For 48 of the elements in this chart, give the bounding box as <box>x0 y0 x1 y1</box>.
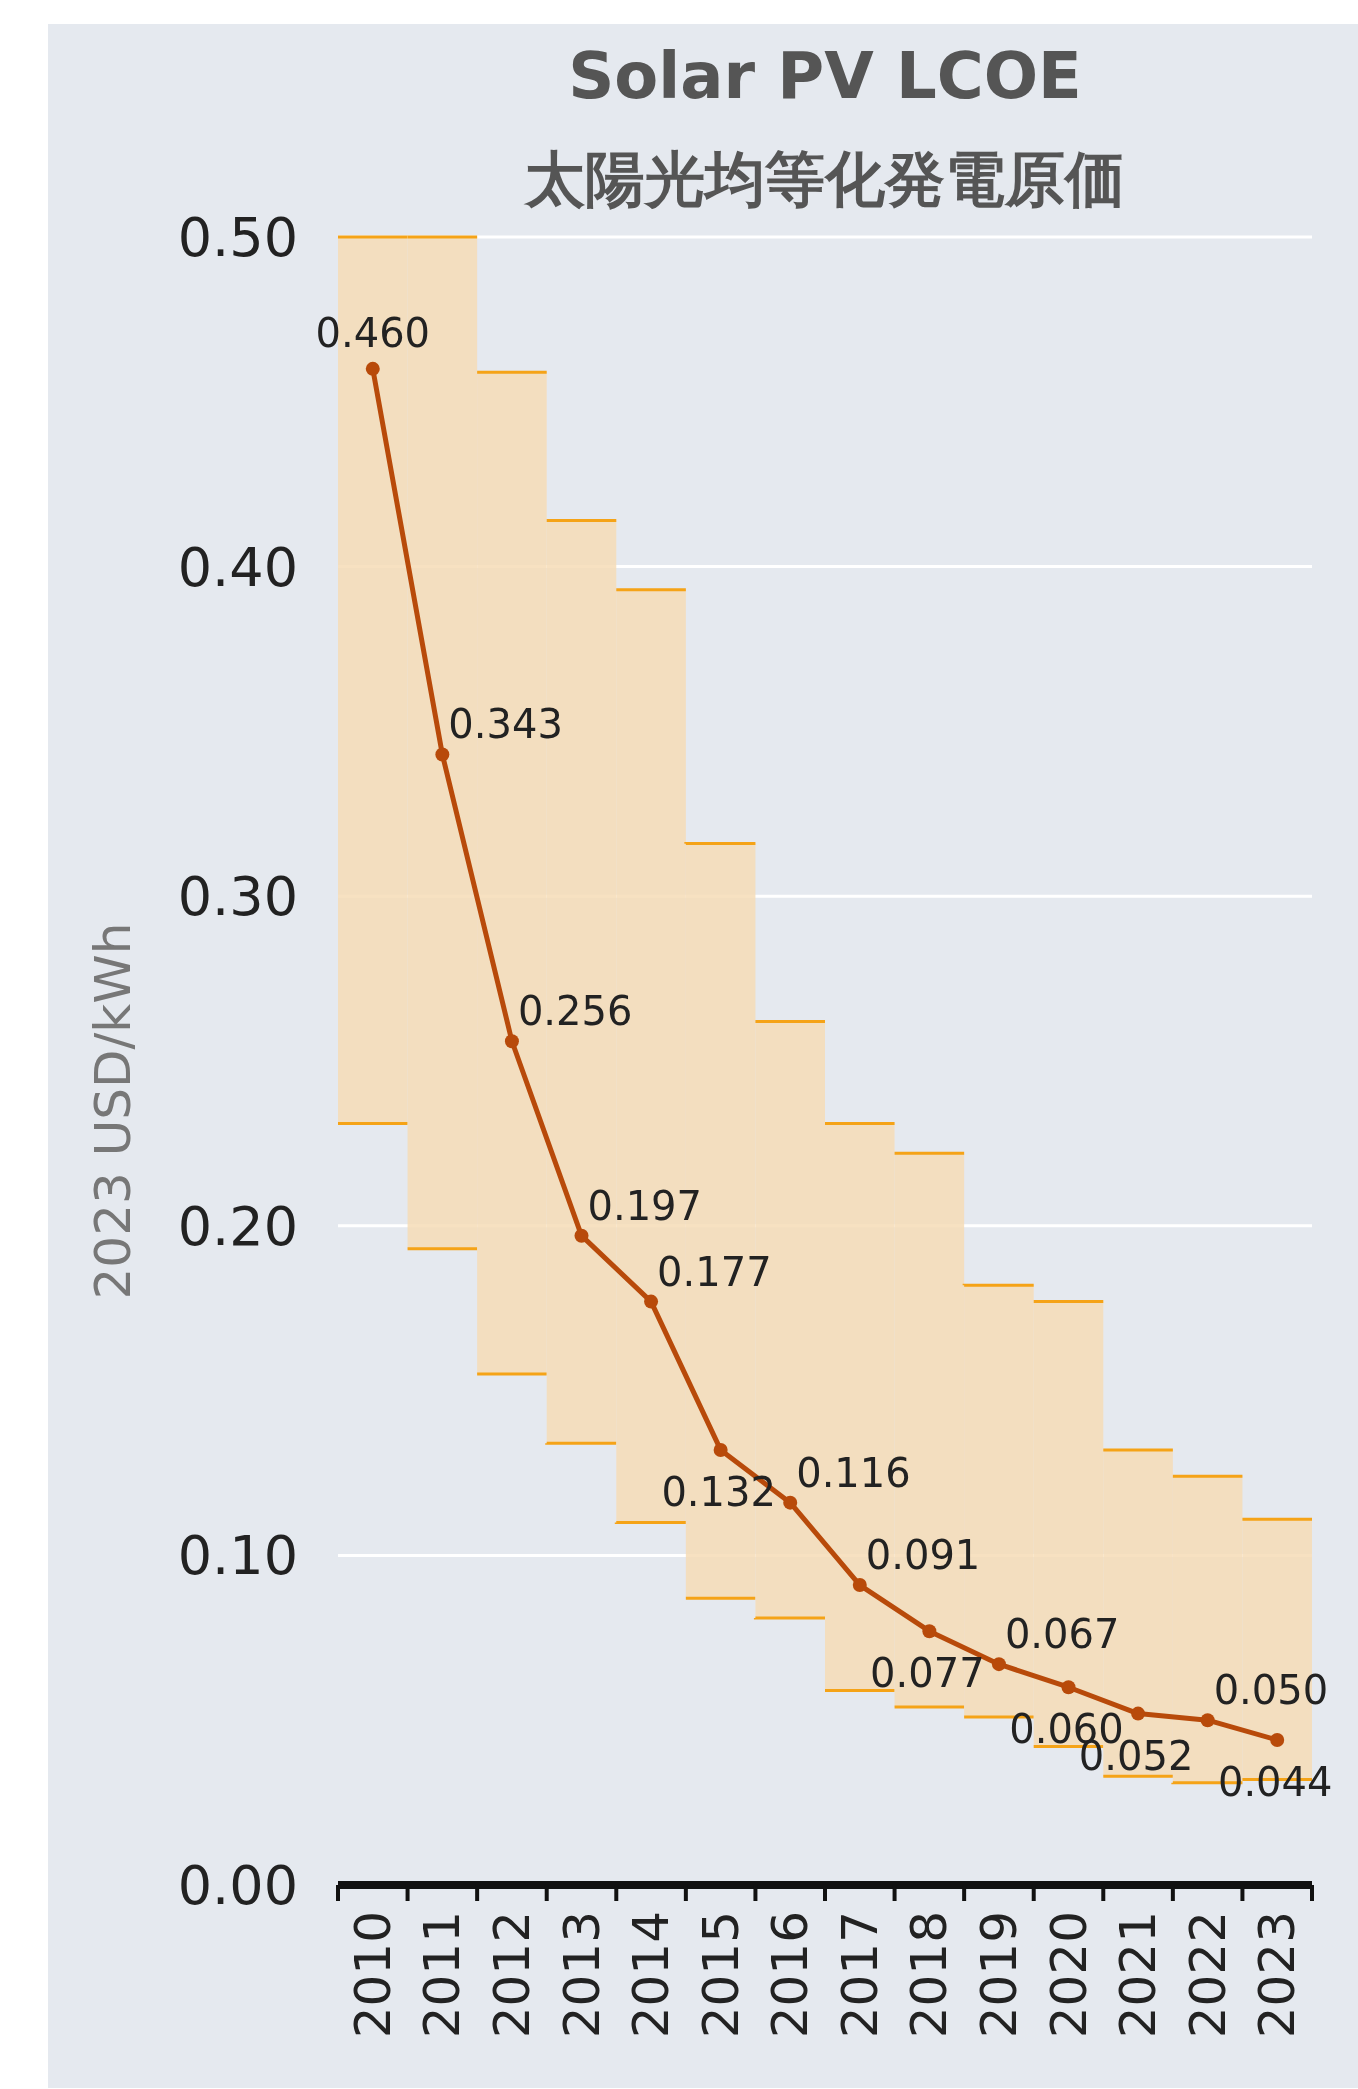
data-label: 0.132 <box>661 1468 776 1515</box>
point <box>852 1578 867 1593</box>
x-tick-label: 2020 <box>1039 1911 1098 2039</box>
y-tick-label: 0.20 <box>177 1194 298 1258</box>
data-label: 0.343 <box>448 701 563 748</box>
data-label: 0.091 <box>865 1532 981 1579</box>
point <box>574 1228 589 1243</box>
y-tick-label: 0.10 <box>177 1524 298 1588</box>
point <box>991 1657 1006 1672</box>
y-tick-label: 0.40 <box>177 535 298 599</box>
point <box>504 1034 519 1049</box>
point <box>922 1624 937 1639</box>
x-tick-label: 2019 <box>969 1911 1028 2039</box>
point <box>435 747 450 762</box>
x-tick-label: 2015 <box>691 1911 750 2039</box>
data-label: 0.177 <box>657 1248 772 1295</box>
y-axis-title: 2023 USD/kWh <box>84 922 142 1300</box>
data-label: 0.460 <box>315 309 431 356</box>
x-tick-label: 2017 <box>830 1911 889 2039</box>
data-label: 0.256 <box>517 988 633 1035</box>
point <box>1270 1732 1285 1747</box>
x-tick-label: 2012 <box>482 1911 541 2039</box>
x-tick-label: 2021 <box>1109 1911 1168 2039</box>
point <box>365 361 380 376</box>
point <box>1061 1680 1076 1695</box>
y-tick-label: 0.50 <box>177 205 298 269</box>
point <box>644 1294 659 1309</box>
point <box>783 1495 798 1510</box>
x-tick-label: 2022 <box>1178 1911 1237 2039</box>
point <box>713 1442 728 1457</box>
x-tick-label: 2013 <box>552 1911 611 2039</box>
y-tick-label: 0.30 <box>177 865 298 929</box>
x-tick-label: 2023 <box>1248 1911 1307 2039</box>
chart-title: Solar PV LCOE <box>568 39 1082 113</box>
data-label: 0.116 <box>796 1449 911 1496</box>
point <box>1200 1713 1215 1728</box>
data-label: 0.077 <box>870 1650 985 1697</box>
y-tick-label: 0.00 <box>177 1853 298 1917</box>
data-label: 0.067 <box>1004 1611 1120 1658</box>
x-tick-label: 2011 <box>413 1911 472 2039</box>
data-label: 0.197 <box>587 1182 703 1229</box>
data-label: 0.050 <box>1213 1667 1329 1714</box>
chart-subtitle: 太陽光均等化発電原価 <box>523 144 1125 214</box>
x-tick-label: 2010 <box>343 1911 402 2039</box>
x-tick-label: 2014 <box>622 1911 681 2039</box>
x-tick-label: 2018 <box>900 1911 959 2039</box>
point <box>1131 1706 1146 1721</box>
x-tick-label: 2016 <box>761 1911 820 2039</box>
